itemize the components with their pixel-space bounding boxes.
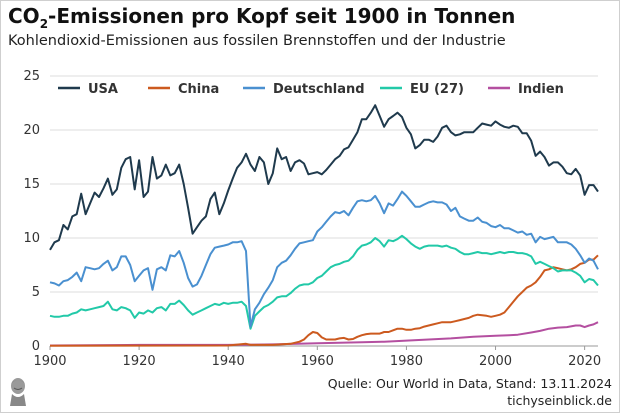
legend-label: Indien xyxy=(518,82,564,97)
y-tick-label: 15 xyxy=(23,177,40,192)
x-tick-label: 1960 xyxy=(301,354,334,369)
legend-label: Deutschland xyxy=(273,82,365,97)
chart-subtitle: Kohlendioxid-Emissionen aus fossilen Bre… xyxy=(8,33,506,49)
chart-series xyxy=(49,104,599,347)
source-note: Quelle: Our World in Data, Stand: 13.11.… xyxy=(327,376,612,391)
y-tick-label: 5 xyxy=(32,285,40,300)
x-tick-label: 2020 xyxy=(568,354,601,369)
legend-label: China xyxy=(178,82,219,97)
series-line-deutschland xyxy=(49,190,599,328)
series-line-indien xyxy=(49,321,599,347)
site-name: tichyseinblick.de xyxy=(507,393,612,408)
x-tick-label: 1900 xyxy=(33,354,66,369)
chart-axes: 0 5 10 15 20 25 1900 1920 1940 1960 1980 2000 2020 xyxy=(23,69,601,369)
y-tick-label: 25 xyxy=(23,69,40,84)
legend-label: EU (27) xyxy=(410,82,464,97)
y-tick-label: 20 xyxy=(23,123,40,138)
chart-legend: USA China Deutschland EU (27) Indien xyxy=(58,82,564,97)
legend-label: USA xyxy=(88,82,118,97)
series-line-usa xyxy=(49,104,599,251)
chart-title: CO2-Emissionen pro Kopf seit 1900 in Ton… xyxy=(8,4,516,31)
x-tick-label: 2000 xyxy=(479,354,512,369)
y-tick-label: 0 xyxy=(32,339,40,354)
chart-grid xyxy=(50,75,598,347)
x-tick-label: 1940 xyxy=(212,354,245,369)
series-line-china xyxy=(49,254,599,347)
series-line-eu-27- xyxy=(49,234,599,330)
x-tick-label: 1980 xyxy=(390,354,423,369)
tichy-logo-icon xyxy=(6,376,30,408)
x-tick-label: 1920 xyxy=(123,354,156,369)
y-tick-label: 10 xyxy=(23,231,40,246)
